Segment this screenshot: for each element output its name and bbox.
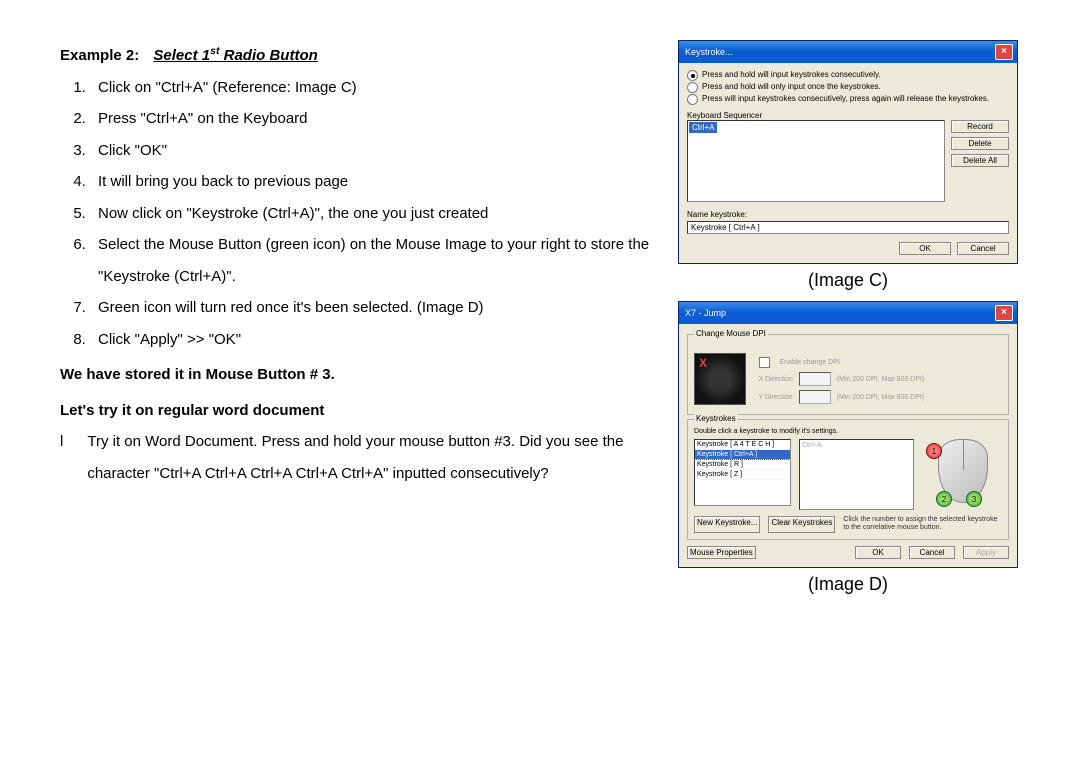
checkbox-icon[interactable] (759, 357, 770, 368)
radio-icon[interactable] (687, 94, 698, 105)
image-c-caption: (Image C) (678, 270, 1018, 291)
window-title: X7 - Jump (683, 308, 726, 318)
sequencer-buttons: Record Delete Delete All (951, 120, 1009, 202)
dpi-fields: Enable change DPI X Direction (Min 200 DP… (759, 353, 925, 408)
mouse-image: 1 2 3 (922, 439, 1002, 509)
mouse-button-2[interactable]: 2 (936, 491, 952, 507)
radio-icon[interactable] (687, 70, 698, 81)
clear-keystrokes-button[interactable]: Clear Keystrokes (768, 516, 835, 533)
keystrokes-area: Keystroke [ A 4 T E C H ] Keystroke [ Ct… (694, 439, 1002, 510)
x-spinner[interactable] (799, 372, 831, 386)
dpi-hint: (Min 200 DPI, Max 800 DPI) (837, 394, 925, 401)
list-item[interactable]: Keystroke [ A 4 T E C H ] (695, 440, 790, 450)
keystrokes-footer: New Keystroke... Clear Keystrokes Click … (694, 516, 1002, 533)
group-label: Change Mouse DPI (694, 329, 768, 338)
dpi-hint: (Min 200 DPI, Max 800 DPI) (837, 376, 925, 383)
list-item[interactable]: Keystroke [ Ctrl+A ] (695, 450, 790, 460)
record-button[interactable]: Record (951, 120, 1009, 133)
page-layout: Example 2: Select 1st Radio Button Click… (60, 40, 1020, 605)
ok-button[interactable]: OK (855, 546, 901, 559)
step-item: Select the Mouse Button (green icon) on … (90, 229, 660, 292)
dpi-icon (694, 353, 746, 405)
close-icon[interactable]: × (995, 305, 1013, 321)
name-field[interactable]: Keystroke [ Ctrl+A ] (687, 221, 1009, 234)
sequencer-list[interactable]: Ctrl+A (687, 120, 945, 202)
delete-all-button[interactable]: Delete All (951, 154, 1009, 167)
bullet-marker: l (60, 426, 63, 489)
delete-button[interactable]: Delete (951, 137, 1009, 150)
list-item[interactable]: Keystroke [ Z ] (695, 470, 790, 480)
example-title-pre: Select 1 (153, 47, 210, 64)
window-title: Keystroke... (683, 47, 733, 57)
example-title: Select 1st Radio Button (153, 47, 317, 64)
y-dir-label: Y Direction (759, 394, 793, 401)
x-dir-label: X Direction (759, 376, 793, 383)
dpi-group: Change Mouse DPI Enable change DPI X Dir… (687, 334, 1009, 415)
bullet-text: Try it on Word Document. Press and hold … (87, 426, 660, 489)
mouse-button-1[interactable]: 1 (926, 443, 942, 459)
step-item: Now click on "Keystroke (Ctrl+A)", the o… (90, 198, 660, 230)
apply-button[interactable]: Apply (963, 546, 1009, 559)
steps-list: Click on "Ctrl+A" (Reference: Image C) P… (60, 72, 660, 356)
dialog-body: Press and hold will input keystrokes con… (679, 63, 1017, 263)
cancel-button[interactable]: Cancel (957, 242, 1009, 255)
example-heading: Example 2: Select 1st Radio Button (60, 40, 660, 72)
list-item[interactable]: Keystroke [ R ] (695, 460, 790, 470)
keystroke-dialog: Keystroke... × Press and hold will input… (678, 40, 1018, 264)
try-line: Let's try it on regular word document (60, 395, 660, 427)
step-item: It will bring you back to previous page (90, 166, 660, 198)
ok-button[interactable]: OK (899, 242, 951, 255)
keystrokes-group: Keystrokes Double click a keystroke to m… (687, 419, 1009, 540)
step-item: Click on "Ctrl+A" (Reference: Image C) (90, 72, 660, 104)
figures-column: Keystroke... × Press and hold will input… (678, 40, 1018, 605)
radio-label: Press and hold will only input once the … (702, 82, 881, 92)
assign-note: Click the number to assign the selected … (843, 516, 1002, 533)
dialog-footer: OK Cancel (687, 242, 1009, 255)
mouse-button-3[interactable]: 3 (966, 491, 982, 507)
dialog-body: Change Mouse DPI Enable change DPI X Dir… (679, 324, 1017, 567)
instructions-column: Example 2: Select 1st Radio Button Click… (60, 40, 660, 605)
step-item: Click "Apply" >> "OK" (90, 324, 660, 356)
radio-option-2[interactable]: Press and hold will only input once the … (687, 82, 1009, 93)
keystrokes-list[interactable]: Keystroke [ A 4 T E C H ] Keystroke [ Ct… (694, 439, 791, 506)
keystroke-detail: Ctrl+A (799, 439, 914, 510)
titlebar[interactable]: Keystroke... × (679, 41, 1017, 63)
step-item: Click "OK" (90, 135, 660, 167)
step-item: Green icon will turn red once it's been … (90, 292, 660, 324)
sequencer-item[interactable]: Ctrl+A (689, 122, 717, 133)
titlebar[interactable]: X7 - Jump × (679, 302, 1017, 324)
example-title-post: Radio Button (219, 47, 317, 64)
radio-icon[interactable] (687, 82, 698, 93)
stored-line: We have stored it in Mouse Button # 3. (60, 359, 660, 391)
enable-dpi-label: Enable change DPI (780, 359, 840, 366)
radio-label: Press and hold will input keystrokes con… (702, 70, 881, 80)
name-label: Name keystroke: (687, 210, 1009, 219)
close-icon[interactable]: × (995, 44, 1013, 60)
sequencer-area: Ctrl+A Record Delete Delete All (687, 120, 1009, 202)
try-bullet: l Try it on Word Document. Press and hol… (60, 426, 660, 489)
example-number: Example 2: (60, 47, 139, 64)
new-keystroke-button[interactable]: New Keystroke... (694, 516, 760, 533)
y-spinner[interactable] (799, 390, 831, 404)
radio-option-3[interactable]: Press will input keystrokes consecutivel… (687, 94, 1009, 105)
radio-option-1[interactable]: Press and hold will input keystrokes con… (687, 70, 1009, 81)
x7-jump-dialog: X7 - Jump × Change Mouse DPI Enable chan… (678, 301, 1018, 568)
dialog-footer: Mouse Properties OK Cancel Apply (687, 546, 1009, 559)
mouse-properties-button[interactable]: Mouse Properties (687, 546, 756, 559)
sequencer-label: Keyboard Sequencer (687, 111, 1009, 120)
group-label: Keystrokes (694, 414, 738, 423)
cancel-button[interactable]: Cancel (909, 546, 955, 559)
image-d-caption: (Image D) (678, 574, 1018, 595)
step-item: Press "Ctrl+A" on the Keyboard (90, 103, 660, 135)
ks-hint: Double click a keystroke to modify it's … (694, 428, 1002, 435)
radio-label: Press will input keystrokes consecutivel… (702, 94, 989, 104)
